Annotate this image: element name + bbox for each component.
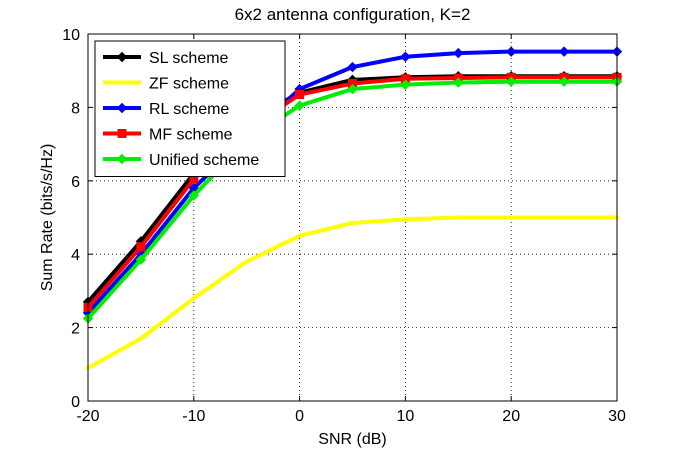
legend-box xyxy=(94,40,286,177)
legend-label-rl-scheme: RL scheme xyxy=(149,101,229,118)
series-group xyxy=(82,46,623,370)
x-tick-label: 0 xyxy=(295,408,304,425)
data-point-unified-scheme xyxy=(400,79,411,90)
data-point-rl-scheme xyxy=(505,46,517,57)
legend-label-zf-scheme: ZF scheme xyxy=(149,76,229,93)
data-point-rl-scheme xyxy=(400,51,411,62)
data-point-mf-scheme xyxy=(295,90,305,100)
series-zf-scheme xyxy=(86,215,619,370)
plot-frame xyxy=(87,33,618,402)
data-point-rl-scheme xyxy=(347,61,358,73)
chart-title: 6x2 antenna configuration, K=2 xyxy=(235,5,471,24)
data-point-unified-scheme xyxy=(453,77,464,88)
data-point-rl-scheme xyxy=(558,46,570,57)
y-tick-label: 8 xyxy=(71,100,80,117)
x-tick-label: -20 xyxy=(76,408,99,425)
data-point-rl-scheme xyxy=(453,47,464,59)
x-tick-label: -10 xyxy=(182,408,205,425)
legend-marker-rl-scheme xyxy=(116,102,128,114)
series-line-zf-scheme xyxy=(86,215,619,370)
y-tick-label: 0 xyxy=(71,394,80,411)
legend-label-mf-scheme: MF scheme xyxy=(149,127,233,144)
legend-label-unified-scheme: Unified scheme xyxy=(149,152,259,169)
data-point-mf-scheme xyxy=(136,242,146,252)
y-tick-label: 2 xyxy=(71,321,80,338)
legend-item-zf-scheme: ZF scheme xyxy=(103,76,229,93)
y-axis-label: Sum Rate (bits/s/Hz) xyxy=(39,144,56,292)
data-point-unified-scheme xyxy=(188,190,200,201)
x-axis-label: SNR (dB) xyxy=(318,431,386,448)
data-point-unified-scheme xyxy=(347,83,358,95)
y-tick-label: 6 xyxy=(71,174,80,191)
legend-marker-sl-scheme xyxy=(116,51,128,63)
data-point-unified-scheme xyxy=(294,100,305,111)
legend-item-rl-scheme: RL scheme xyxy=(103,101,229,118)
data-point-unified-scheme xyxy=(558,76,570,87)
axis-ticks: -20 -10 0 10 20 30 0 2 4 6 8 10 xyxy=(62,27,626,425)
x-tick-label: 30 xyxy=(608,408,626,425)
y-tick-label: 10 xyxy=(62,27,80,44)
x-tick-label: 20 xyxy=(502,408,520,425)
legend: SL scheme ZF scheme RL scheme MF scheme Unif… xyxy=(94,40,286,177)
legend-marker-mf-scheme xyxy=(117,129,127,138)
legend-item-unified-scheme: Unified scheme xyxy=(103,152,259,169)
data-point-unified-scheme xyxy=(135,254,147,265)
legend-item-mf-scheme: MF scheme xyxy=(103,127,233,144)
x-tick-label: 10 xyxy=(397,408,415,425)
y-tick-label: 4 xyxy=(71,247,80,264)
data-point-unified-scheme xyxy=(505,76,517,87)
legend-label-sl-scheme: SL scheme xyxy=(149,50,229,67)
legend-marker-unified-scheme xyxy=(116,153,128,165)
legend-item-sl-scheme: SL scheme xyxy=(103,50,229,67)
